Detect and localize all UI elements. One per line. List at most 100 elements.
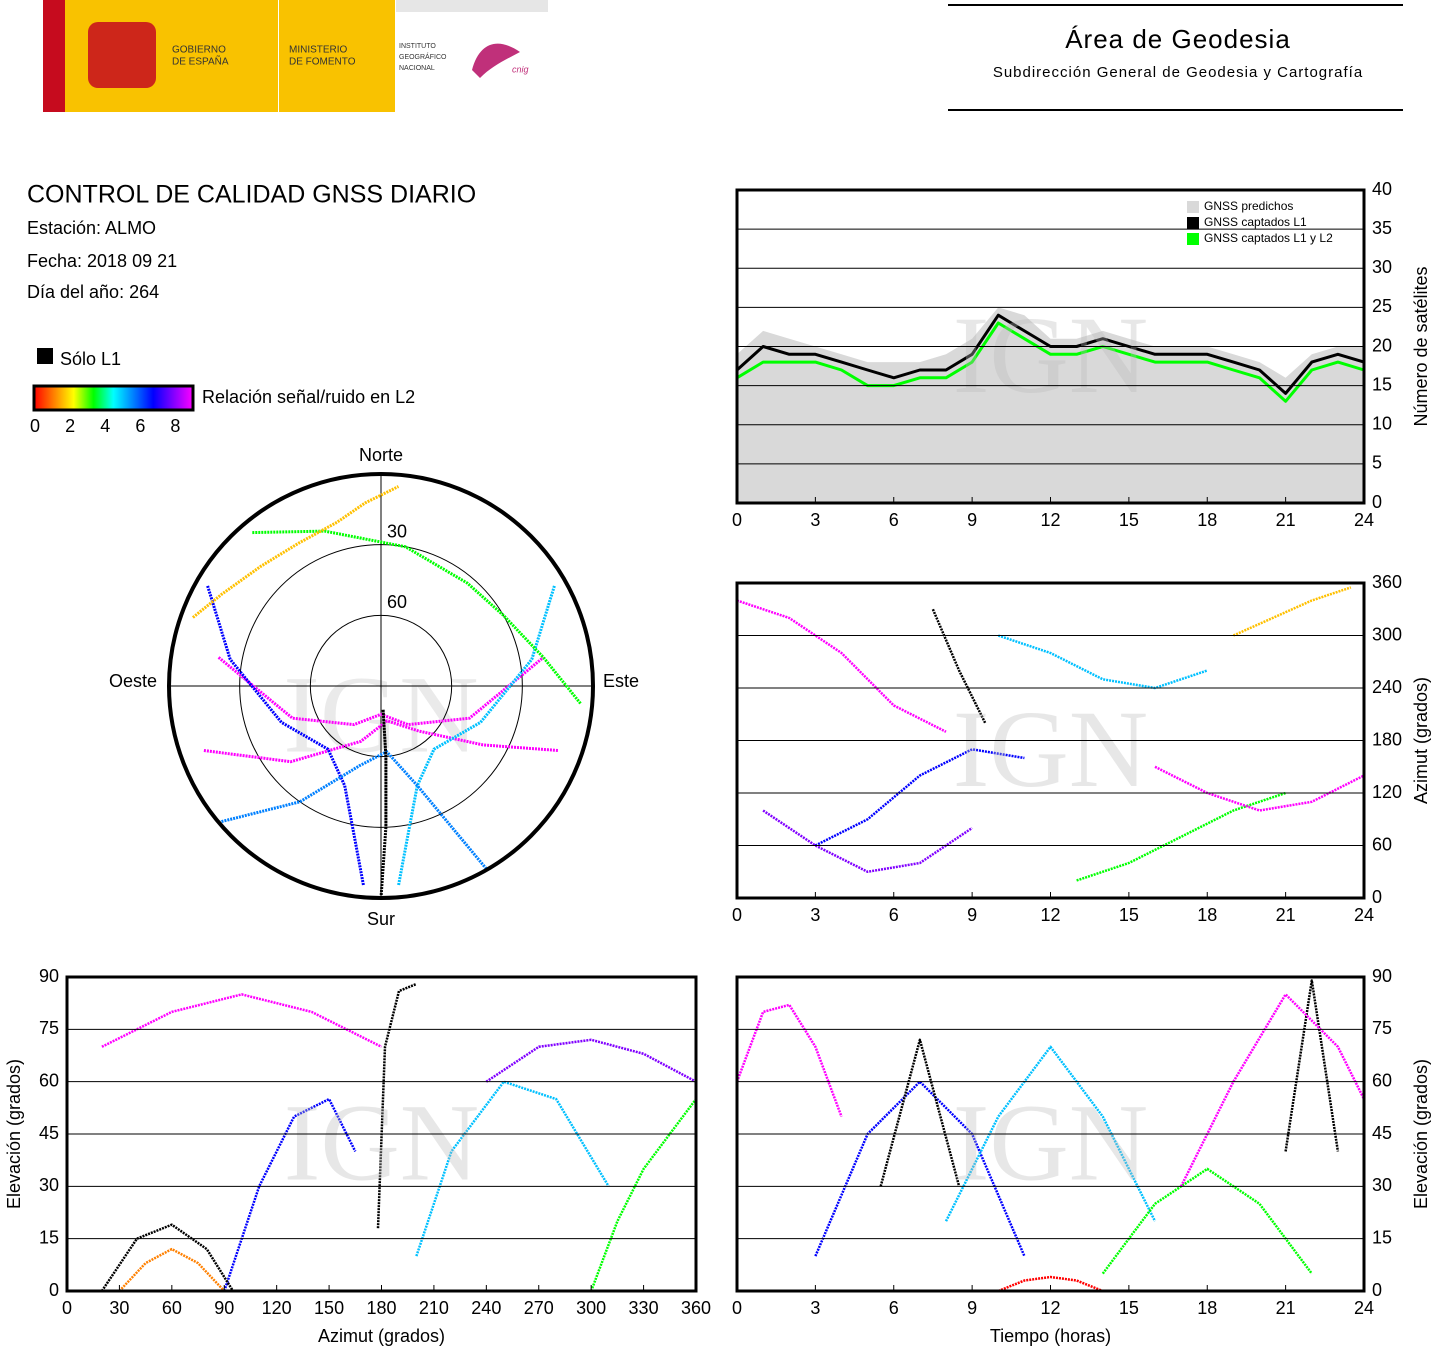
x-tick-label: 9 [967, 905, 977, 925]
legend-swatch [1187, 233, 1199, 245]
y-tick-label: 75 [39, 1018, 59, 1038]
y-tick-label: 0 [49, 1280, 59, 1300]
satellite-track [1179, 993, 1366, 1187]
logo-text: DE ESPAÑA [172, 55, 229, 68]
watermark: IGN [953, 688, 1149, 810]
x-tick-label: 12 [1040, 905, 1060, 925]
x-tick-label: 12 [1040, 510, 1060, 530]
report-line: Día del año: 264 [27, 282, 159, 302]
y-axis-title: Azimut (grados) [1411, 677, 1431, 804]
legend-swatch [37, 348, 53, 364]
y-tick-label: 0 [1372, 492, 1382, 512]
y-tick-label: 15 [39, 1227, 59, 1247]
satellite-track [879, 1038, 961, 1187]
x-tick-label: 21 [1276, 510, 1296, 530]
x-tick-label: 240 [471, 1298, 501, 1318]
coat-of-arms [88, 22, 156, 88]
satellite-track [379, 709, 388, 899]
satellite-track [762, 809, 973, 874]
satellite-track [814, 748, 1025, 847]
x-axis-title: Tiempo (horas) [990, 1326, 1111, 1346]
y-tick-label: 20 [1372, 335, 1392, 355]
x-tick-label: 0 [732, 1298, 742, 1318]
satellite-track [931, 608, 987, 724]
satellite-track [376, 982, 417, 1229]
y-tick-label: 40 [1372, 179, 1392, 199]
y-tick-label: 75 [1372, 1018, 1392, 1038]
watermark: IGN [953, 294, 1149, 416]
area [737, 307, 1364, 503]
y-tick-label: 25 [1372, 296, 1392, 316]
x-tick-label: 0 [732, 510, 742, 530]
y-tick-label: 60 [1372, 1070, 1392, 1090]
x-tick-label: 3 [810, 1298, 820, 1318]
satellite-track [997, 1275, 1104, 1293]
logo-text: GOBIERNO [172, 45, 226, 56]
satellite-track [944, 1045, 1157, 1222]
colorbar-tick-label: 6 [135, 416, 145, 436]
x-tick-label: 270 [524, 1298, 554, 1318]
logo-text: GEOGRÁFICO [399, 52, 447, 61]
x-tick-label: 6 [889, 1298, 899, 1318]
x-tick-label: 24 [1354, 905, 1374, 925]
y-tick-label: 35 [1372, 218, 1392, 238]
plot-frame [735, 188, 1366, 505]
y-tick-label: 300 [1372, 624, 1402, 644]
x-tick-label: 120 [262, 1298, 292, 1318]
direction-label: Este [603, 671, 639, 691]
x-tick-label: 6 [889, 905, 899, 925]
flag-stripe [43, 0, 65, 112]
y-tick-label: 45 [39, 1123, 59, 1143]
plot-frame [735, 975, 1366, 1293]
y-tick-label: 60 [1372, 834, 1392, 854]
satellite-track [252, 529, 582, 705]
legend-swatch [1187, 217, 1199, 229]
x-tick-label: 150 [314, 1298, 344, 1318]
y-tick-label: 120 [1372, 782, 1402, 802]
legend-label: GNSS captados L1 [1204, 215, 1307, 229]
x-tick-label: 21 [1276, 905, 1296, 925]
legend-swatch [1187, 201, 1199, 213]
logo-text: cnig [512, 64, 529, 74]
legend-label: GNSS captados L1 y L2 [1204, 231, 1333, 245]
report-line: Fecha: 2018 09 21 [27, 251, 177, 271]
plot-frame [65, 975, 698, 1293]
ring-label: 30 [387, 521, 407, 541]
x-tick-label: 210 [419, 1298, 449, 1318]
report-title: CONTROL DE CALIDAD GNSS DIARIO [27, 181, 476, 209]
x-tick-label: 60 [162, 1298, 182, 1318]
y-tick-label: 30 [1372, 1175, 1392, 1195]
colorbar-tick-label: 2 [65, 416, 75, 436]
x-tick-label: 90 [214, 1298, 234, 1318]
cnig-logo [472, 43, 520, 78]
satellite-track [590, 1098, 697, 1292]
satellite-track [814, 1080, 1026, 1257]
x-tick-label: 24 [1354, 1298, 1374, 1318]
colorbar-tick-label: 4 [100, 416, 110, 436]
direction-label: Sur [367, 909, 395, 929]
colorbar [32, 384, 195, 412]
satellite-track [191, 485, 400, 619]
x-tick-label: 15 [1119, 1298, 1139, 1318]
y-tick-label: 360 [1372, 572, 1402, 592]
x-tick-label: 330 [629, 1298, 659, 1318]
x-tick-label: 3 [810, 905, 820, 925]
satellite-track [736, 599, 947, 733]
direction-label: Oeste [109, 671, 157, 691]
x-tick-label: 360 [681, 1298, 711, 1318]
x-tick-label: 15 [1119, 905, 1139, 925]
y-axis-title: Elevación (grados) [4, 1059, 24, 1209]
satellite-track [118, 1247, 226, 1292]
elevation-ring [239, 544, 523, 828]
satellite-track [217, 656, 545, 727]
x-tick-label: 18 [1197, 510, 1217, 530]
satellite-track [997, 634, 1208, 690]
satellite-track [203, 719, 559, 764]
logo-text: DE FOMENTO [289, 57, 356, 68]
legend-label: Sólo L1 [60, 349, 121, 369]
x-tick-label: 180 [366, 1298, 396, 1318]
logo-text: NACIONAL [399, 65, 435, 72]
satellite-track [218, 749, 489, 871]
y-tick-label: 90 [39, 966, 59, 986]
